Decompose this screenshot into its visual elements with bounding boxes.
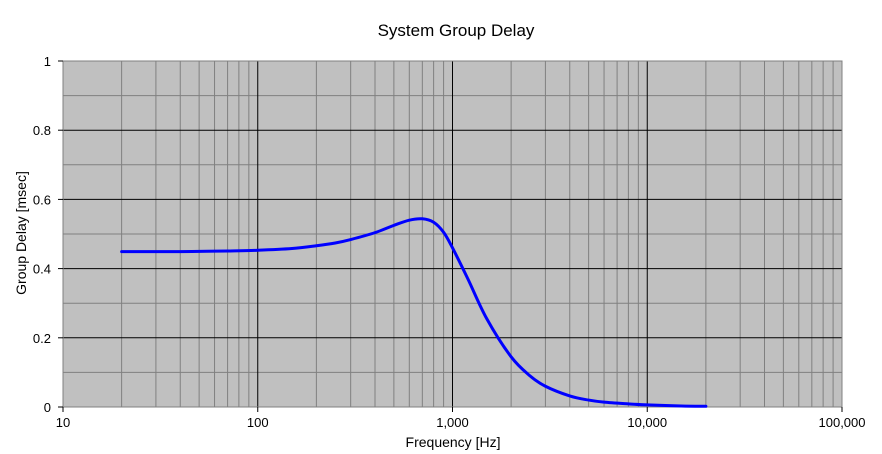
series-group: [120, 217, 708, 408]
x-axis-label: Frequency [Hz]: [406, 434, 501, 450]
y-tick-label: 0.4: [33, 262, 51, 277]
y-tick-label: 0.6: [33, 192, 51, 207]
y-tick-label: 0.2: [33, 331, 51, 346]
x-tick-label: 1,000: [436, 415, 469, 430]
y-tick-label: 0: [44, 400, 51, 415]
x-tick-label: 10: [56, 415, 70, 430]
y-tick-label: 1: [44, 54, 51, 69]
chart-title: System Group Delay: [378, 21, 535, 40]
x-tick-label: 100: [247, 415, 269, 430]
group-delay-line: [120, 217, 708, 408]
y-tick-label: 0.8: [33, 123, 51, 138]
x-tick-label: 10,000: [627, 415, 667, 430]
x-tick-label: 100,000: [819, 415, 866, 430]
y-axis-ticks: 0 0.2 0.4 0.6 0.8 1: [33, 54, 63, 415]
x-axis-ticks: 10 100 1,000 10,000 100,000: [56, 407, 866, 430]
y-axis-label: Group Delay [msec]: [13, 171, 29, 295]
